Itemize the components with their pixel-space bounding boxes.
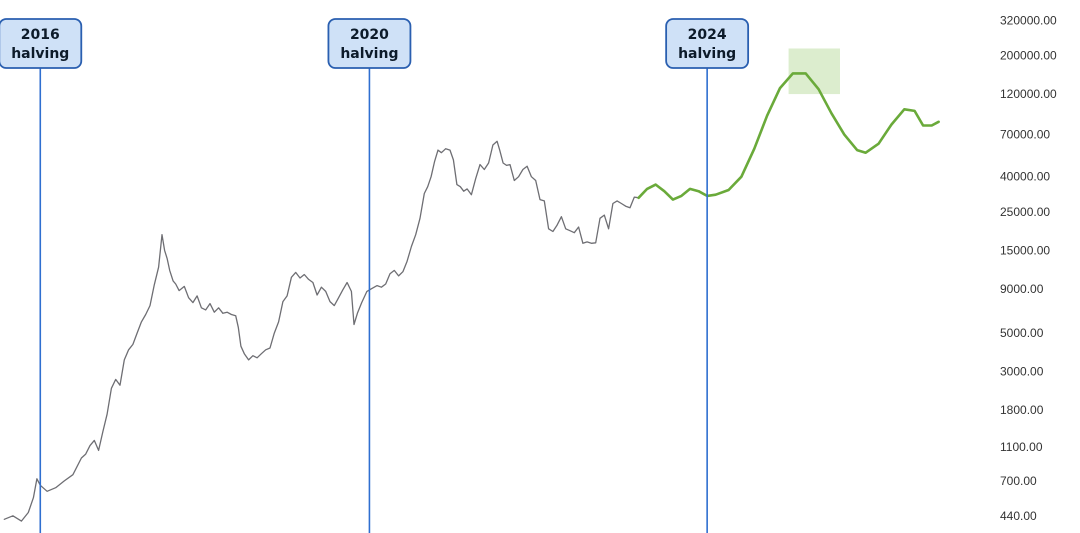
series-layer (3, 72, 940, 522)
halving-label-year-2024: 2024 (688, 27, 727, 43)
halving-markers: 2016 halving 2020 halving 2024 halving (0, 18, 750, 533)
halving-marker-2016: 2016 halving (0, 18, 83, 533)
halving-label-year-2016: 2016 (21, 27, 60, 43)
y-tick-label: 1100.00 (1000, 440, 1043, 454)
y-axis: 320000.00 200000.00 120000.00 70000.00 40000… (1000, 13, 1057, 523)
projected-peak-zone-layer (788, 48, 840, 95)
halving-label-year-2020: 2020 (350, 27, 389, 43)
historical-price-line (3, 140, 640, 522)
halving-label-box-2024 (665, 18, 750, 69)
y-tick-label: 320000.00 (1000, 13, 1057, 27)
y-tick-label: 70000.00 (1000, 128, 1050, 142)
halving-label-word-2020: halving (340, 46, 398, 62)
halving-label-word-2024: halving (678, 46, 736, 62)
halving-marker-2020: 2020 halving (327, 18, 412, 533)
y-tick-label: 3000.00 (1000, 364, 1044, 378)
projection-line (637, 72, 940, 201)
projected-peak-zone (788, 48, 840, 95)
halving-label-box-2020 (327, 18, 412, 69)
y-tick-label: 1800.00 (1000, 403, 1044, 417)
y-tick-label: 9000.00 (1000, 282, 1044, 296)
y-tick-label: 40000.00 (1000, 170, 1050, 184)
halving-label-word-2016: halving (11, 46, 69, 62)
halving-label-box-2016 (0, 18, 83, 69)
y-tick-label: 5000.00 (1000, 326, 1044, 340)
y-tick-label: 120000.00 (1000, 87, 1057, 101)
y-tick-label: 200000.00 (1000, 49, 1057, 63)
y-tick-label: 15000.00 (1000, 243, 1050, 257)
y-tick-label: 700.00 (1000, 474, 1037, 488)
y-tick-label: 440.00 (1000, 509, 1037, 523)
y-tick-label: 25000.00 (1000, 205, 1050, 219)
halving-marker-2024: 2024 halving (665, 18, 750, 533)
